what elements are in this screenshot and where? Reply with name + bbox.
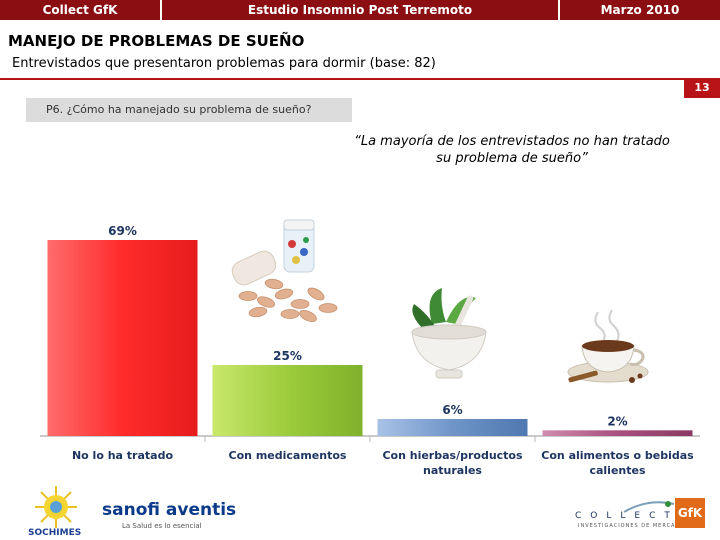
header-right: Marzo 2010: [600, 3, 680, 17]
page-number: 13: [684, 78, 720, 98]
data-label-3: 6%: [442, 403, 462, 417]
category-label-1: No lo ha tratado: [72, 449, 173, 462]
header-bar: Collect GfK Estudio Insomnio Post Terrem…: [0, 0, 720, 20]
bar-4: [542, 430, 693, 436]
header-divider: [160, 0, 162, 20]
data-label-4: 2%: [607, 414, 627, 428]
sochimes-logo-text: SOCHIMES: [28, 528, 82, 538]
category-label-2: Con medicamentos: [229, 449, 347, 462]
pills-image: [231, 219, 338, 322]
divider-line: [0, 78, 720, 80]
sanofi-logo-text: sanofi aventis: [102, 500, 237, 520]
data-label-2: 25%: [273, 349, 302, 363]
quote-text: “La mayoría de los entrevistados no han …: [354, 134, 670, 166]
collect-logo-subtitle: INVESTIGACIONES DE MERCADO: [578, 523, 686, 529]
collect-swoosh-icon: [623, 501, 675, 513]
gfk-logo: GfK: [675, 498, 705, 528]
page-subtitle: Entrevistados que presentaron problemas …: [12, 56, 436, 71]
page-title: MANEJO DE PROBLEMAS DE SUEÑO: [8, 32, 305, 50]
bar-1: [47, 240, 198, 436]
collect-logo-text: COLLECT: [575, 511, 679, 521]
data-label-1: 69%: [108, 224, 137, 238]
header-center: Estudio Insomnio Post Terremoto: [247, 3, 473, 17]
bar-3: [377, 418, 528, 436]
bar-2: [212, 364, 363, 436]
hot-drink-image: [567, 309, 649, 383]
sanofi-tagline: La Salud es lo esencial: [122, 522, 202, 530]
sochimes-logo-icon: [35, 486, 77, 528]
herbs-mortar-image: [411, 288, 487, 379]
header-divider: [558, 0, 560, 20]
header-left: Collect GfK: [42, 3, 118, 17]
category-label-4: Con alimentos o bebidas calientes: [541, 449, 694, 477]
question-box: P6. ¿Cómo ha manejado su problema de sue…: [26, 98, 352, 122]
category-label-3: Con hierbas/productos naturales: [382, 449, 523, 477]
